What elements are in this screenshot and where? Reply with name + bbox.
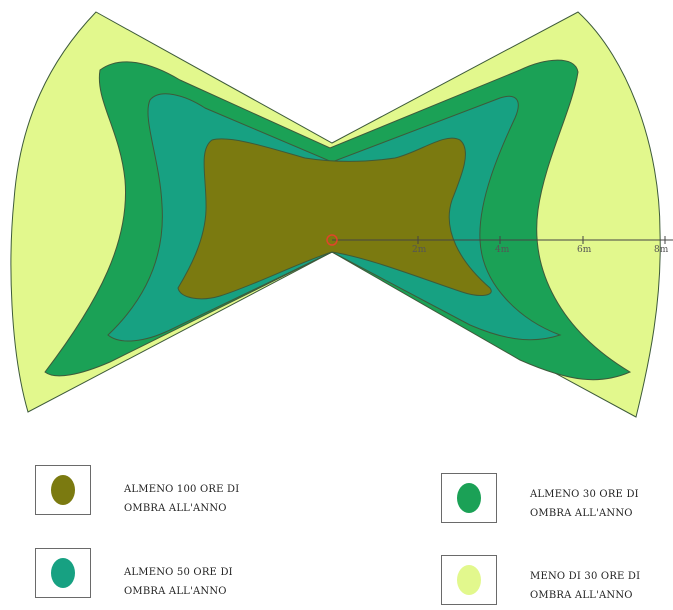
green-dot-icon: [457, 483, 481, 513]
legend-label-zone-less30: MENO DI 30 ORE DI OMBRA ALL'ANNO: [530, 571, 641, 601]
legend-swatch-zone-less30: [441, 555, 497, 605]
legend-label-zone-50: ALMENO 50 ORE DI OMBRA ALL'ANNO: [124, 567, 233, 597]
legend-swatch-zone-50: [35, 548, 91, 598]
legend-swatch-zone-100: [35, 465, 91, 515]
axis-tick-label: 4m: [495, 245, 510, 255]
zone-100-shape: [177, 137, 492, 300]
axis-tick-label: 6m: [577, 245, 592, 255]
axis-tick-label: 8m: [654, 245, 669, 255]
olive-dot-icon: [51, 475, 75, 505]
legend-swatch-zone-30: [441, 473, 497, 523]
yellow-dot-icon: [457, 565, 481, 595]
legend-label-zone-100: ALMENO 100 ORE DI OMBRA ALL'ANNO: [124, 484, 240, 514]
legend-label-zone-30: ALMENO 30 ORE DI OMBRA ALL'ANNO: [530, 489, 639, 519]
axis-tick-label: 2m: [412, 245, 427, 255]
teal-dot-icon: [51, 558, 75, 588]
shadow-zones-diagram: 2m 4m 6m 8m: [10, 11, 673, 418]
origin-marker-icon: [326, 234, 338, 246]
